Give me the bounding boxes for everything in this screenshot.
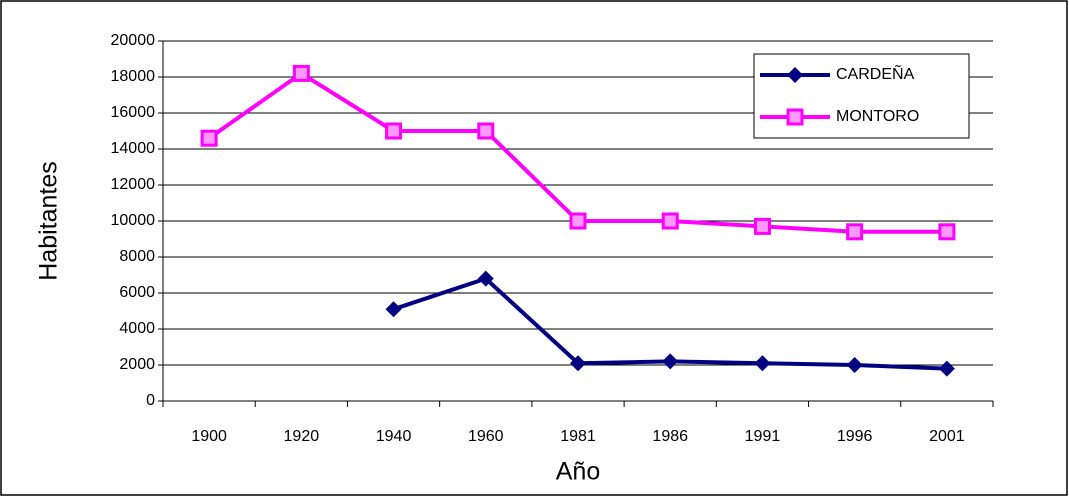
point [570, 355, 586, 372]
x-tick-label: 1900 [191, 428, 227, 445]
x-tick-label: 2001 [929, 428, 965, 445]
x-tick-label: 1991 [745, 428, 781, 445]
legend-marker [786, 108, 804, 126]
point [477, 270, 494, 287]
point [753, 217, 771, 235]
y-tick-label: 14000 [111, 140, 156, 157]
point [569, 212, 587, 230]
y-tick-label: 20000 [111, 32, 156, 49]
legend-label: CARDEÑA [836, 63, 915, 83]
y-tick-label: 16000 [111, 104, 156, 121]
y-tick-label: 6000 [119, 284, 155, 301]
point [938, 223, 956, 241]
point [200, 129, 218, 147]
x-tick-label: 1981 [560, 428, 596, 445]
y-tick-label: 0 [146, 392, 155, 409]
point [846, 223, 864, 241]
y-tick-label: 18000 [111, 68, 156, 85]
x-tick-label: 1960 [468, 428, 504, 445]
y-axis-title: Habitantes [35, 161, 63, 281]
point [385, 301, 402, 318]
point [385, 122, 403, 140]
y-tick-label: 12000 [111, 176, 156, 193]
point [938, 360, 955, 377]
y-tick-label: 2000 [119, 356, 155, 373]
point [661, 212, 679, 230]
x-tick-label: 1996 [837, 428, 873, 445]
legend-label: MONTORO [836, 108, 919, 125]
point [846, 357, 863, 373]
point [477, 122, 495, 140]
y-tick-label: 10000 [111, 212, 156, 229]
point [662, 353, 679, 370]
point [292, 64, 310, 82]
legend-marker [787, 67, 803, 83]
x-tick-label: 1940 [376, 428, 412, 445]
x-axis-title: Año [556, 458, 600, 486]
x-tick-label: 1920 [284, 428, 320, 445]
x-tick-label: 1986 [652, 428, 688, 445]
point [754, 355, 771, 372]
y-tick-label: 4000 [119, 320, 155, 337]
y-tick-label: 8000 [119, 248, 155, 265]
